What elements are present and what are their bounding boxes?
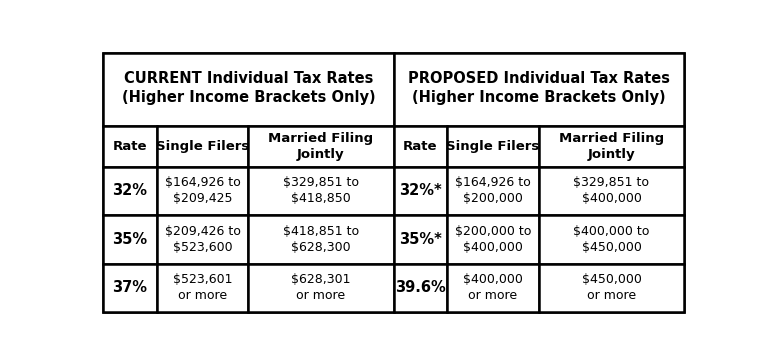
Bar xyxy=(447,263,539,312)
Text: Married Filing
Jointly: Married Filing Jointly xyxy=(559,132,664,161)
Bar xyxy=(103,215,157,263)
Text: $400,000 to
$450,000: $400,000 to $450,000 xyxy=(573,225,650,254)
Text: $329,851 to
$418,850: $329,851 to $418,850 xyxy=(283,176,359,205)
Bar xyxy=(539,215,684,263)
Text: 32%: 32% xyxy=(112,183,147,198)
Text: Rate: Rate xyxy=(403,140,438,153)
Text: $209,426 to
$523,600: $209,426 to $523,600 xyxy=(164,225,240,254)
Text: $200,000 to
$400,000: $200,000 to $400,000 xyxy=(455,225,531,254)
Text: $164,926 to
$209,425: $164,926 to $209,425 xyxy=(164,176,240,205)
Text: $400,000
or more: $400,000 or more xyxy=(463,273,523,302)
Bar xyxy=(103,166,157,215)
Text: 37%: 37% xyxy=(112,280,147,295)
Text: $329,851 to
$400,000: $329,851 to $400,000 xyxy=(574,176,650,205)
Text: (Higher Income Brackets Only): (Higher Income Brackets Only) xyxy=(412,90,666,105)
Text: 35%: 35% xyxy=(112,232,147,247)
Bar xyxy=(393,263,447,312)
Bar xyxy=(248,263,393,312)
Bar xyxy=(393,53,684,126)
Bar xyxy=(248,166,393,215)
Text: 39.6%: 39.6% xyxy=(395,280,445,295)
Bar xyxy=(157,263,248,312)
Text: 32%*: 32%* xyxy=(399,183,442,198)
Text: $164,926 to
$200,000: $164,926 to $200,000 xyxy=(455,176,531,205)
Bar xyxy=(157,126,248,166)
Text: 35%*: 35%* xyxy=(399,232,442,247)
Text: $628,301
or more: $628,301 or more xyxy=(291,273,351,302)
Bar xyxy=(103,126,157,166)
Bar xyxy=(103,263,157,312)
Text: Single Filers: Single Filers xyxy=(156,140,249,153)
Bar xyxy=(103,53,393,126)
Text: $523,601
or more: $523,601 or more xyxy=(173,273,232,302)
Text: $418,851 to
$628,300: $418,851 to $628,300 xyxy=(283,225,359,254)
Bar xyxy=(157,166,248,215)
Bar xyxy=(248,126,393,166)
Text: $450,000
or more: $450,000 or more xyxy=(581,273,641,302)
Text: Married Filing
Jointly: Married Filing Jointly xyxy=(269,132,373,161)
Bar xyxy=(157,215,248,263)
Bar xyxy=(393,166,447,215)
Text: PROPOSED Individual Tax Rates: PROPOSED Individual Tax Rates xyxy=(408,71,670,86)
Text: (Higher Income Brackets Only): (Higher Income Brackets Only) xyxy=(121,90,376,105)
Bar xyxy=(539,126,684,166)
Bar xyxy=(447,126,539,166)
Bar xyxy=(539,263,684,312)
Text: Single Filers: Single Filers xyxy=(446,140,540,153)
Bar xyxy=(447,166,539,215)
Bar xyxy=(248,215,393,263)
Bar xyxy=(539,166,684,215)
Text: Rate: Rate xyxy=(113,140,147,153)
Bar xyxy=(393,126,447,166)
Bar xyxy=(393,215,447,263)
Bar xyxy=(447,215,539,263)
Text: CURRENT Individual Tax Rates: CURRENT Individual Tax Rates xyxy=(124,71,373,86)
